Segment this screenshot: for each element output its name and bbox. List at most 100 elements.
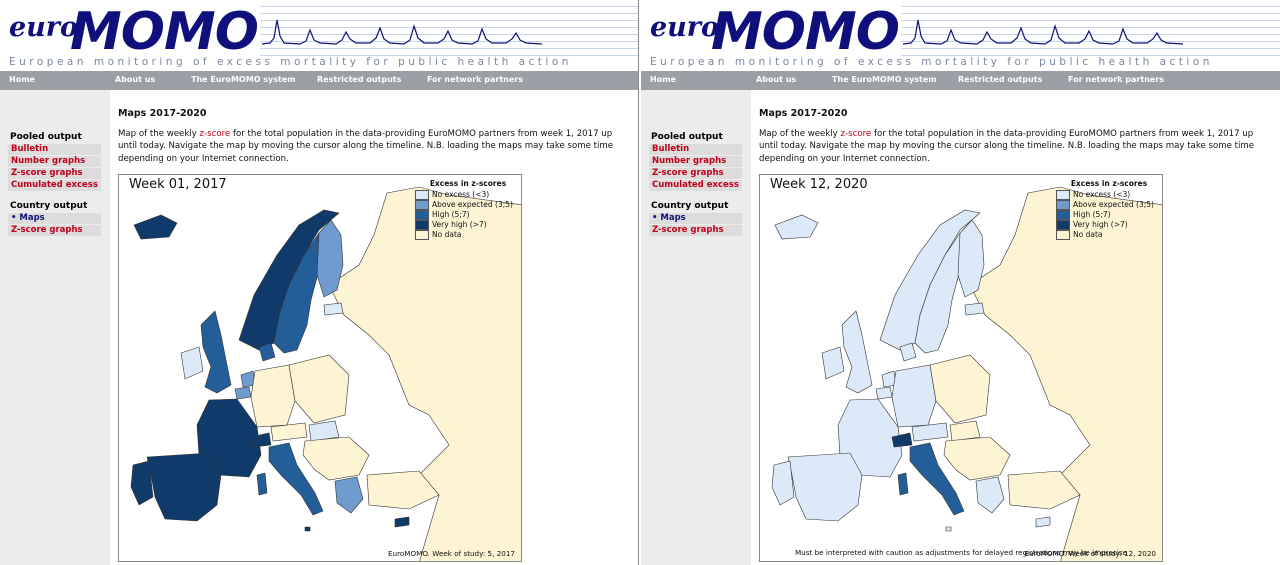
country-IT-sardinia xyxy=(897,472,909,496)
logo-momo-text[interactable]: MOMO xyxy=(711,2,900,62)
legend-label-high: High (5;7) xyxy=(1073,210,1111,219)
legend-swatch-very-high xyxy=(1056,220,1070,230)
sidebar-item-number-graphs[interactable]: Number graphs xyxy=(649,156,742,167)
europe-map-svg[interactable] xyxy=(119,175,522,562)
nav-network-partners[interactable]: For network partners xyxy=(1068,75,1164,84)
sidebar-item-bulletin[interactable]: Bulletin xyxy=(649,144,742,155)
main-content: Maps 2017-2020 Map of the weekly z-score… xyxy=(751,90,1280,565)
main-content: Maps 2017-2020 Map of the weekly z-score… xyxy=(110,90,638,565)
zscore-link[interactable]: z-score xyxy=(840,129,872,139)
maps-label: Maps xyxy=(660,213,686,223)
pooled-output-heading: Pooled output xyxy=(651,132,723,142)
sidebar-item-country-zscore-graphs[interactable]: Z-score graphs xyxy=(649,225,742,236)
nav-home[interactable]: Home xyxy=(650,75,676,84)
logo-euro-text[interactable]: euro xyxy=(9,12,79,43)
site-header: euro MOMO European monitoring of excess … xyxy=(0,0,638,70)
country-balkans xyxy=(302,436,370,481)
country-IE xyxy=(180,346,204,380)
country-UK xyxy=(841,310,873,394)
page-title: Maps 2017-2020 xyxy=(118,108,207,119)
country-GR xyxy=(334,476,364,514)
country-ES xyxy=(146,452,222,522)
legend-label-above-expected: Above expected (3;5) xyxy=(432,200,513,209)
country-CH xyxy=(891,432,913,448)
sidebar-item-country-zscore-graphs[interactable]: Z-score graphs xyxy=(8,225,101,236)
nav-about-us[interactable]: About us xyxy=(115,75,156,84)
tagline: European monitoring of excess mortality … xyxy=(650,56,1213,68)
country-IT xyxy=(909,442,965,516)
country-CY xyxy=(1035,516,1051,528)
map-caution-note: Must be interpreted with caution as adju… xyxy=(794,548,1127,557)
country-turkey xyxy=(366,470,440,510)
sidebar-item-cumulated-excess[interactable]: Cumulated excess xyxy=(649,180,742,191)
legend-item-high: High (5;7) xyxy=(415,210,521,220)
europe-map[interactable]: Week 12, 2020 Excess in z-scores No exce… xyxy=(759,174,1163,562)
country-FI xyxy=(957,219,985,298)
site-header: euro MOMO European monitoring of excess … xyxy=(641,0,1280,70)
logo-momo-text[interactable]: MOMO xyxy=(70,2,259,62)
country-output-heading: Country output xyxy=(10,201,88,211)
page-description: Map of the weekly z-score for the total … xyxy=(759,128,1269,165)
country-FI xyxy=(316,219,344,298)
country-CH xyxy=(250,432,272,448)
country-DE xyxy=(250,364,296,428)
legend-item-no-excess: No excess (<3) xyxy=(1056,190,1162,200)
legend-label-no-data: No data xyxy=(1073,230,1103,239)
page-title: Maps 2017-2020 xyxy=(759,108,848,119)
nav-home[interactable]: Home xyxy=(9,75,35,84)
country-AT xyxy=(270,422,308,442)
country-FR xyxy=(196,398,262,478)
nav-euromomo-system[interactable]: The EuroMOMO system xyxy=(832,75,937,84)
zscore-link[interactable]: z-score xyxy=(199,129,231,139)
map-legend: Excess in z-scores No excess (<3) Above … xyxy=(1056,179,1162,240)
nav-restricted-outputs[interactable]: Restricted outputs xyxy=(317,75,402,84)
legend-swatch-no-data xyxy=(415,230,429,240)
sidebar-item-cumulated-excess[interactable]: Cumulated excess xyxy=(8,180,101,191)
nav-network-partners[interactable]: For network partners xyxy=(427,75,523,84)
legend-label-no-data: No data xyxy=(432,230,462,239)
sidebar: Pooled output Bulletin Number graphs Z-s… xyxy=(0,90,110,565)
logo-euro-text[interactable]: euro xyxy=(650,12,720,43)
legend-label-very-high: Very high (>7) xyxy=(1073,220,1128,229)
desc-text-start: Map of the weekly xyxy=(118,129,200,139)
sidebar-item-zscore-graphs[interactable]: Z-score graphs xyxy=(649,168,742,179)
legend-label-no-excess: No excess (<3) xyxy=(432,190,490,199)
legend-label-no-excess: No excess (<3) xyxy=(1073,190,1131,199)
country-UK xyxy=(200,310,232,394)
country-output-heading: Country output xyxy=(651,201,729,211)
nav-about-us[interactable]: About us xyxy=(756,75,797,84)
country-MT xyxy=(945,526,952,532)
europe-map[interactable]: Week 01, 2017 Excess in z-scores No exce… xyxy=(118,174,522,562)
map-week-label: Week 12, 2020 xyxy=(770,177,868,192)
country-russia xyxy=(969,186,1162,561)
legend-swatch-very-high xyxy=(415,220,429,230)
country-HU xyxy=(308,420,340,442)
legend-swatch-above-expected xyxy=(415,200,429,210)
sidebar-item-number-graphs[interactable]: Number graphs xyxy=(8,156,101,167)
pooled-output-heading: Pooled output xyxy=(10,132,82,142)
screen-right: euro MOMO European monitoring of excess … xyxy=(641,0,1280,565)
europe-map-svg[interactable] xyxy=(760,175,1163,562)
legend-item-very-high: Very high (>7) xyxy=(1056,220,1162,230)
map-footer: EuroMOMO. Week of study: 5, 2017 xyxy=(387,549,515,558)
country-CY xyxy=(394,516,410,528)
legend-item-above-expected: Above expected (3;5) xyxy=(415,200,521,210)
country-BE xyxy=(234,386,252,400)
nav-restricted-outputs[interactable]: Restricted outputs xyxy=(958,75,1043,84)
country-AT xyxy=(911,422,949,442)
screen-left: euro MOMO European monitoring of excess … xyxy=(0,0,639,565)
sidebar-item-bulletin[interactable]: Bulletin xyxy=(8,144,101,155)
nav-euromomo-system[interactable]: The EuroMOMO system xyxy=(191,75,296,84)
country-PT xyxy=(771,460,795,506)
country-BE xyxy=(875,386,893,400)
sidebar-item-maps[interactable]: • Maps xyxy=(649,213,742,224)
sidebar-item-maps[interactable]: • Maps xyxy=(8,213,101,224)
sidebar-item-zscore-graphs[interactable]: Z-score graphs xyxy=(8,168,101,179)
country-east-central xyxy=(288,354,350,424)
legend-item-high: High (5;7) xyxy=(1056,210,1162,220)
page-description: Map of the weekly z-score for the total … xyxy=(118,128,628,165)
sidebar: Pooled output Bulletin Number graphs Z-s… xyxy=(641,90,751,565)
country-EE xyxy=(964,302,985,316)
country-PT xyxy=(130,460,154,506)
legend-swatch-above-expected xyxy=(1056,200,1070,210)
